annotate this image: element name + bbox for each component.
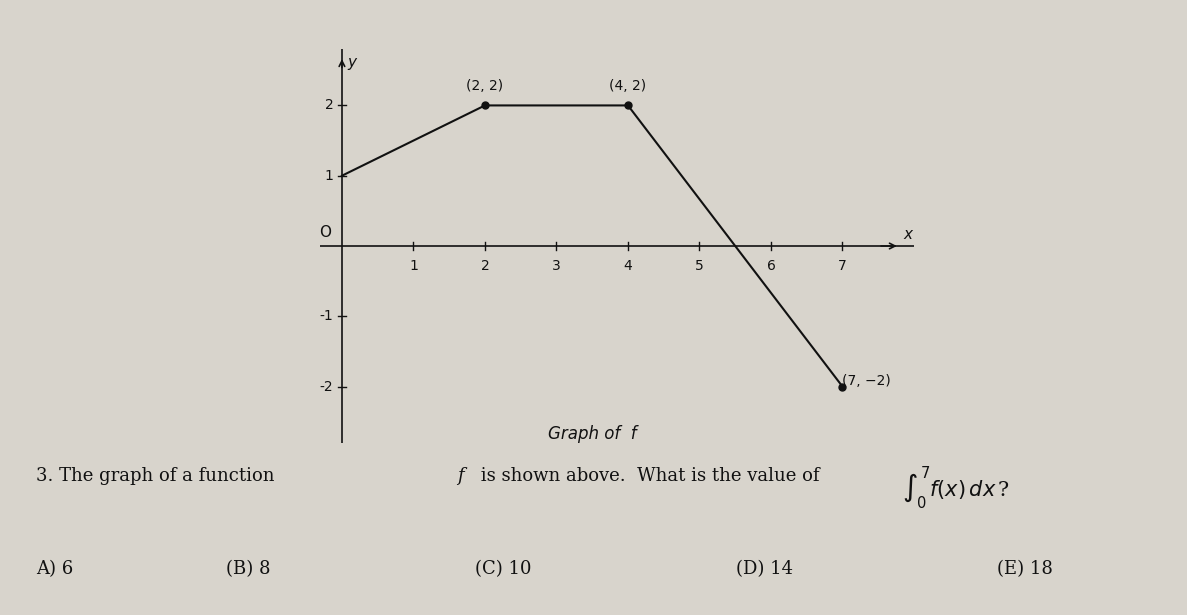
Text: 2: 2: [481, 259, 489, 272]
Text: 3: 3: [552, 259, 560, 272]
Text: 1: 1: [324, 169, 334, 183]
Text: 2: 2: [324, 98, 334, 113]
Text: (7, −2): (7, −2): [843, 374, 891, 388]
Text: (2, 2): (2, 2): [466, 79, 503, 93]
Text: 1: 1: [410, 259, 418, 272]
Text: (4, 2): (4, 2): [609, 79, 647, 93]
Text: (C) 10: (C) 10: [475, 560, 532, 577]
Text: 5: 5: [696, 259, 704, 272]
Text: f: f: [457, 467, 464, 485]
Text: (D) 14: (D) 14: [736, 560, 793, 577]
Text: A) 6: A) 6: [36, 560, 72, 577]
Text: 3. The graph of a function: 3. The graph of a function: [36, 467, 280, 485]
Text: (B) 8: (B) 8: [226, 560, 269, 577]
Text: x: x: [903, 228, 913, 242]
Text: Graph of  f: Graph of f: [548, 425, 636, 443]
Text: $\int_0^7 f(x)\,dx\,$?: $\int_0^7 f(x)\,dx\,$?: [902, 464, 1010, 511]
Text: -2: -2: [319, 379, 334, 394]
Text: O: O: [319, 225, 331, 240]
Text: 4: 4: [623, 259, 633, 272]
Text: 6: 6: [767, 259, 775, 272]
Text: y: y: [348, 55, 356, 70]
Text: (E) 18: (E) 18: [997, 560, 1053, 577]
Text: -1: -1: [319, 309, 334, 323]
Text: is shown above.  What is the value of: is shown above. What is the value of: [475, 467, 825, 485]
Text: 7: 7: [838, 259, 846, 272]
